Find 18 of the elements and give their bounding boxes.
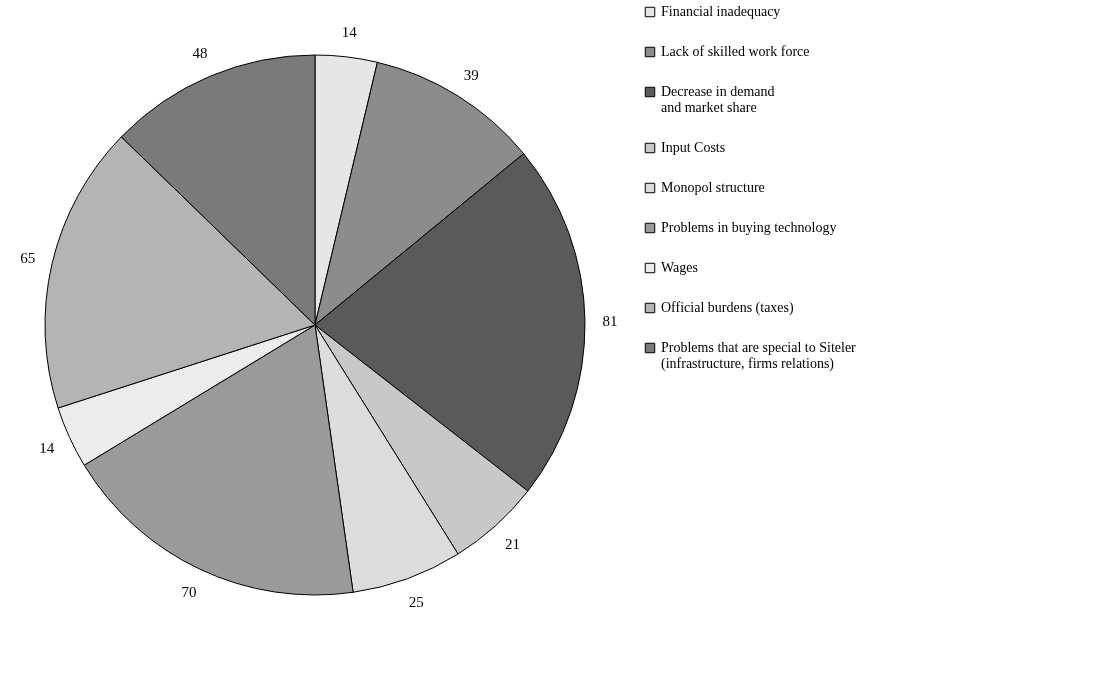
data-label: 81: [602, 313, 618, 330]
legend-label: Lack of skilled work force: [661, 44, 810, 59]
data-label: 21: [504, 536, 520, 553]
data-label: 14: [341, 24, 358, 41]
legend-label: Monopol structure: [661, 180, 765, 195]
legend-label: Wages: [661, 260, 698, 275]
legend-label: Financial inadequacy: [661, 4, 781, 19]
data-label: 65: [20, 249, 36, 266]
data-label: 39: [463, 66, 479, 83]
legend-label: Problems in buying technology: [661, 220, 837, 235]
data-label: 25: [408, 594, 424, 611]
legend-label: Input Costs: [661, 140, 726, 155]
legend-label: Problems that are special to Siteler (infrastructure, firms relations): [661, 340, 857, 372]
legend-label: Official burdens (taxes): [661, 300, 795, 316]
data-label: 70: [181, 583, 197, 600]
legend-label: Decrease in demand and market share: [661, 84, 775, 115]
data-label: 48: [192, 45, 208, 62]
data-label: 14: [39, 439, 55, 456]
